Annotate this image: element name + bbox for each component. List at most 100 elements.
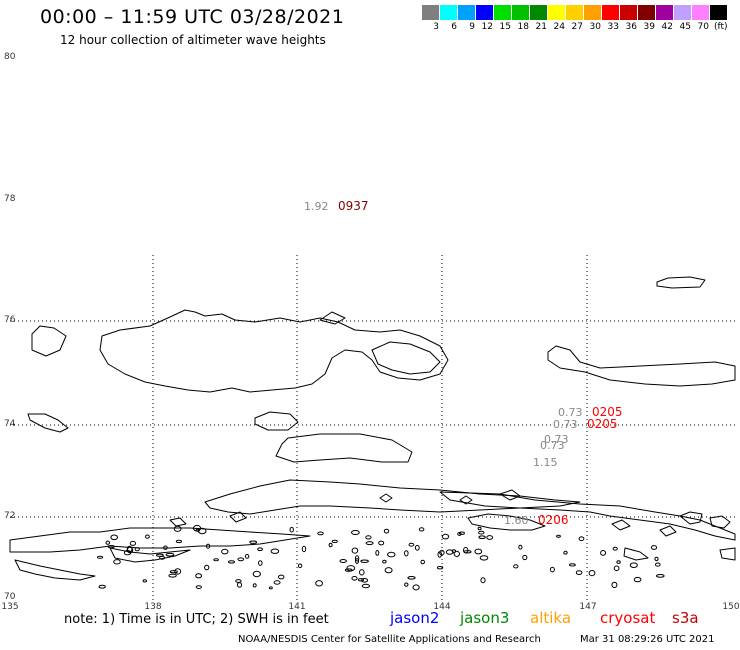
island — [107, 545, 115, 549]
island — [486, 535, 494, 540]
island — [110, 534, 118, 541]
island — [204, 564, 210, 571]
island — [478, 535, 486, 540]
island — [359, 569, 365, 576]
island — [382, 559, 387, 564]
island — [656, 574, 665, 578]
island — [339, 559, 347, 563]
island — [278, 574, 285, 580]
color-swatch — [674, 5, 692, 20]
island — [174, 568, 182, 575]
island — [513, 564, 519, 569]
island — [98, 584, 106, 589]
island — [600, 550, 607, 556]
island — [361, 583, 371, 589]
color-swatch — [476, 5, 494, 20]
island — [355, 558, 359, 564]
island — [478, 530, 485, 535]
lat-label-74: 74 — [4, 419, 16, 429]
island — [458, 531, 465, 535]
island — [418, 527, 425, 532]
island — [297, 563, 303, 569]
color-swatch — [584, 5, 602, 20]
island — [655, 562, 661, 567]
island — [175, 539, 182, 544]
island — [351, 547, 359, 554]
lon-label-141: 141 — [288, 602, 306, 612]
island — [474, 548, 483, 555]
island — [165, 552, 175, 557]
island — [522, 554, 528, 561]
generated-timestamp: Mar 31 08:29:26 UTC 2021 — [580, 634, 715, 645]
island — [616, 560, 621, 564]
obs-time: 0206 — [538, 513, 569, 527]
island — [650, 545, 658, 550]
obs-time: 0205 — [587, 417, 618, 431]
color-swatch — [458, 5, 476, 20]
island — [213, 558, 219, 562]
island — [249, 540, 258, 544]
island — [563, 550, 568, 555]
island — [384, 567, 393, 574]
island — [252, 570, 261, 578]
island — [236, 582, 243, 588]
color-legend-label: 27 — [571, 22, 583, 32]
footer-note: note: 1) Time is in UTC; 2) SWH is in fe… — [64, 612, 329, 627]
island — [195, 573, 203, 579]
island — [354, 555, 360, 562]
island — [518, 544, 523, 550]
swh-value: 0.73 — [553, 418, 578, 431]
color-legend-label: 9 — [469, 22, 475, 32]
color-legend-label: 6 — [451, 22, 457, 32]
satellite-jason2: jason2 — [390, 609, 440, 627]
obs-time: 0937 — [338, 199, 369, 213]
color-swatch — [494, 5, 512, 20]
island — [235, 579, 242, 583]
color-legend-label: 39 — [643, 22, 655, 32]
island — [404, 550, 409, 557]
color-swatch — [710, 5, 728, 20]
color-legend-label: 36 — [625, 22, 637, 32]
island — [420, 559, 426, 565]
island — [463, 550, 472, 554]
island — [351, 530, 360, 535]
color-legend-label: 70 — [697, 22, 709, 32]
color-swatch — [530, 5, 548, 20]
island — [257, 547, 263, 552]
swh-value: 0.73 — [540, 439, 565, 452]
color-legend-unit: (ft) — [714, 22, 728, 32]
credit-line: NOAA/NESDIS Center for Satellite Applica… — [238, 634, 541, 645]
color-swatch — [440, 5, 458, 20]
island — [613, 565, 620, 572]
island — [173, 525, 182, 532]
island — [206, 543, 211, 549]
island — [365, 541, 374, 546]
satellite-s3a: s3a — [672, 609, 699, 627]
island — [142, 579, 148, 583]
small-islands — [97, 524, 665, 591]
island — [588, 570, 596, 577]
color-legend-label: 18 — [517, 22, 529, 32]
island — [578, 536, 585, 542]
lon-label-138: 138 — [144, 602, 162, 612]
page-title: 00:00 – 11:59 UTC 03/28/2021 — [40, 6, 345, 28]
color-legend-label: 24 — [553, 22, 565, 32]
satellite-jason3: jason3 — [460, 609, 510, 627]
lat-label-76: 76 — [4, 315, 16, 325]
island — [134, 547, 140, 552]
island — [315, 580, 324, 587]
lon-label-147: 147 — [579, 602, 597, 612]
lat-label-78: 78 — [4, 194, 16, 204]
color-swatch — [566, 5, 584, 20]
island — [387, 551, 396, 558]
obs-time: 0205 — [592, 405, 623, 419]
color-swatch — [512, 5, 530, 20]
island — [361, 578, 369, 583]
coastlines — [9, 276, 736, 581]
island — [575, 570, 583, 575]
island — [113, 559, 121, 565]
island — [129, 540, 137, 546]
lat-label-80: 80 — [4, 52, 16, 62]
color-legend-label: 21 — [535, 22, 547, 32]
lon-label-144: 144 — [433, 602, 451, 612]
